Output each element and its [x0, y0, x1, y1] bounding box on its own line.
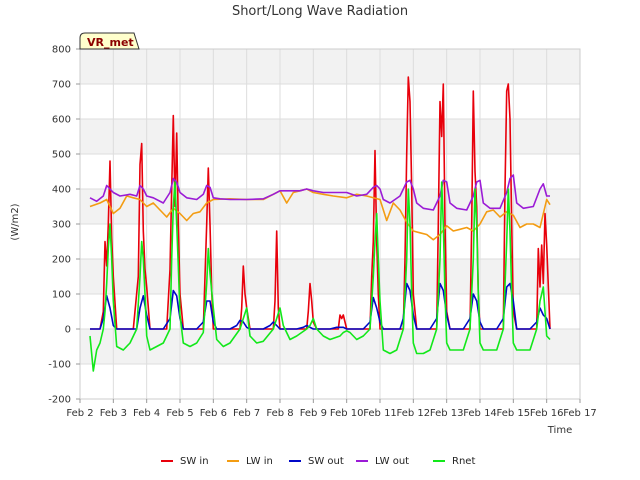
- x-tick-label: Feb 17: [563, 408, 597, 419]
- x-tick-label: Feb 3: [100, 408, 127, 419]
- legend: SW in LW in SW out LW out Rnet: [161, 456, 475, 467]
- y-tick-label: 800: [52, 45, 71, 56]
- legend-label: SW in: [180, 456, 209, 467]
- x-tick-label: Feb 13: [430, 408, 464, 419]
- y-tick-label: 0: [65, 325, 71, 336]
- y-tick-label: -200: [48, 395, 71, 406]
- x-tick-label: Feb 15: [497, 408, 531, 419]
- station-badge: VR_met: [79, 32, 140, 50]
- y-tick-label: 700: [52, 80, 71, 91]
- plot-band: [80, 329, 580, 364]
- x-tick-label: Feb 4: [133, 408, 160, 419]
- x-tick-label: Feb 10: [330, 408, 364, 419]
- plot-band: [80, 49, 580, 84]
- y-tick-label: 300: [52, 220, 71, 231]
- legend-label: LW in: [246, 456, 273, 467]
- x-tick-label: Feb 9: [300, 408, 327, 419]
- plot-band: [80, 119, 580, 154]
- x-tick-label: Feb 16: [530, 408, 564, 419]
- legend-label: Rnet: [452, 456, 475, 467]
- series-lines: [89, 76, 551, 372]
- x-tick-label: Feb 6: [200, 408, 227, 419]
- x-tick-label: Feb 2: [66, 408, 93, 419]
- y-tick-label: 100: [52, 290, 71, 301]
- station-badge-label: VR_met: [87, 36, 134, 49]
- legend-label: SW out: [308, 456, 344, 467]
- y-tick-label: 600: [52, 115, 71, 126]
- x-axis-title: Time: [547, 425, 572, 436]
- y-tick-label: 400: [52, 185, 71, 196]
- x-tick-label: Feb 14: [463, 408, 497, 419]
- x-tick-label: Feb 7: [233, 408, 260, 419]
- chart-title: Short/Long Wave Radiation: [232, 4, 408, 19]
- x-tick-label: Feb 5: [166, 408, 193, 419]
- x-tick-label: Feb 12: [397, 408, 431, 419]
- x-tick-label: Feb 11: [363, 408, 397, 419]
- series-line-rnet: [89, 181, 551, 372]
- x-tick-label: Feb 8: [266, 408, 293, 419]
- legend-label: LW out: [375, 456, 409, 467]
- series-line-lw-out: [89, 174, 550, 211]
- y-axis-title: (W/m2): [10, 203, 21, 240]
- y-tick-label: 500: [52, 150, 71, 161]
- series-line-lw-in: [89, 188, 551, 241]
- y-tick-label: -100: [48, 360, 71, 371]
- axes: -200 -100 0 100 200 300 400 500 600 700 800 Feb 2 Fe…: [48, 45, 597, 420]
- y-tick-label: 200: [52, 255, 71, 266]
- plot-band: [80, 259, 580, 294]
